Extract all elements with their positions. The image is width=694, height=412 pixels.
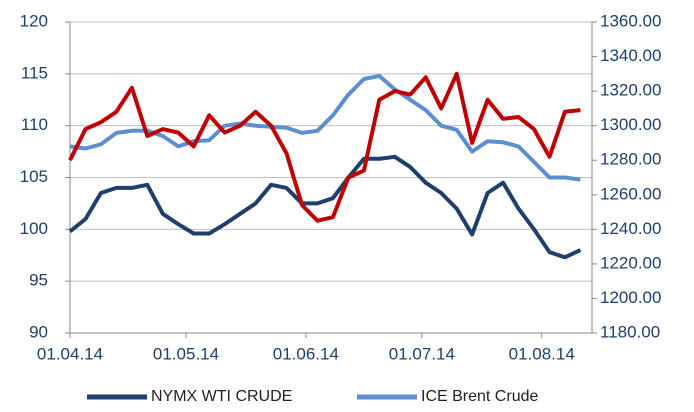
y2-tick-label: 1280.00	[600, 150, 661, 169]
y2-tick-label: 1240.00	[600, 219, 661, 238]
y2-tick-label: 1200.00	[600, 288, 661, 307]
y-tick-label: 120	[20, 11, 48, 30]
series-line	[68, 71, 581, 223]
y2-tick-label: 1220.00	[600, 253, 661, 272]
x-tick-label: 01.05.14	[153, 344, 219, 363]
y2-tick-label: 1180.00	[600, 322, 660, 341]
y2-tick-label: 1360.00	[600, 11, 661, 30]
y-tick-label: 90	[29, 322, 48, 341]
y-tick-label: 105	[20, 167, 48, 186]
legend-label: ICE Brent Crude	[421, 388, 538, 405]
x-tick-label: 01.07.14	[389, 344, 455, 363]
y2-tick-label: 1300.00	[600, 115, 661, 134]
y-tick-label: 100	[20, 219, 48, 238]
legend-label: NYMX WTI CRUDE	[151, 388, 292, 405]
y2-tick-label: 1260.00	[600, 184, 661, 203]
x-tick-label: 01.06.14	[273, 344, 339, 363]
y-tick-label: 110	[21, 115, 48, 134]
y2-tick-label: 1340.00	[600, 46, 661, 65]
series-line	[68, 154, 582, 260]
x-tick-label: 01.08.14	[509, 344, 575, 363]
x-tick-label: 01.04.14	[37, 344, 103, 363]
legend: NYMX WTI CRUDE ICE Brent Crude	[87, 388, 538, 405]
y-tick-label: 115	[21, 63, 48, 82]
y2-tick-label: 1320.00	[600, 81, 661, 100]
y-tick-label: 95	[29, 271, 48, 290]
